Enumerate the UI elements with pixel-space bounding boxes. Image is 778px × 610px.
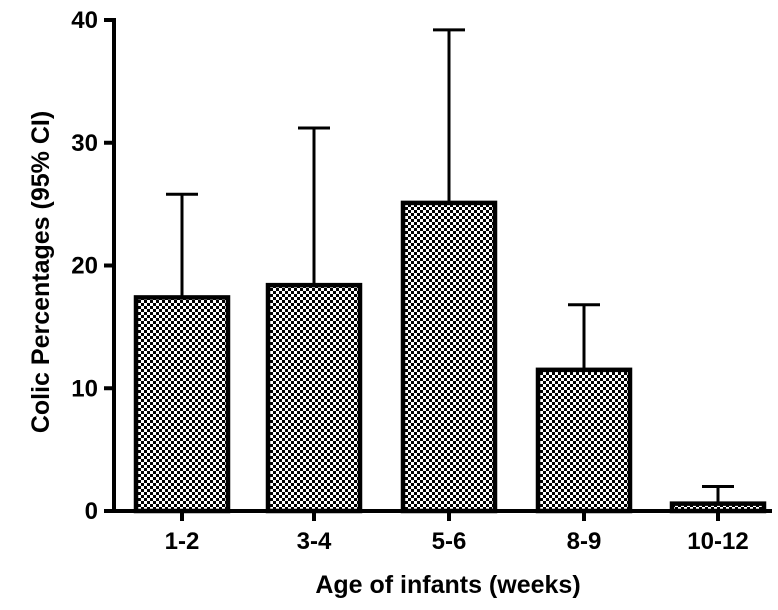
y-tick-label-20: 20 [71,253,98,280]
x-axis-title: Age of infants (weeks) [315,571,580,599]
x-tick-label-5-6: 5-6 [432,528,467,555]
x-tick-label-8-9: 8-9 [567,528,602,555]
y-tick-label-0: 0 [85,498,98,525]
y-axis-title: Colic Percentages (95% CI) [27,111,55,433]
bar-1-2 [133,295,231,514]
x-tick-label-1-2: 1-2 [165,528,200,555]
x-tick-label-3-4: 3-4 [297,528,332,555]
bar-8-9 [535,367,633,514]
bars-layer [133,200,767,514]
x-tick-label-10-12: 10-12 [687,528,748,555]
y-tick-label-40: 40 [71,7,98,34]
error-bars-layer [166,28,734,504]
y-tick-label-10: 10 [71,375,98,402]
bar-3-4 [265,282,363,514]
bar-5-6 [400,200,498,514]
y-tick-label-30: 30 [71,130,98,157]
axes-layer: 0 10 20 30 40 1-2 3-4 5-6 8-9 10-12 [71,7,772,555]
